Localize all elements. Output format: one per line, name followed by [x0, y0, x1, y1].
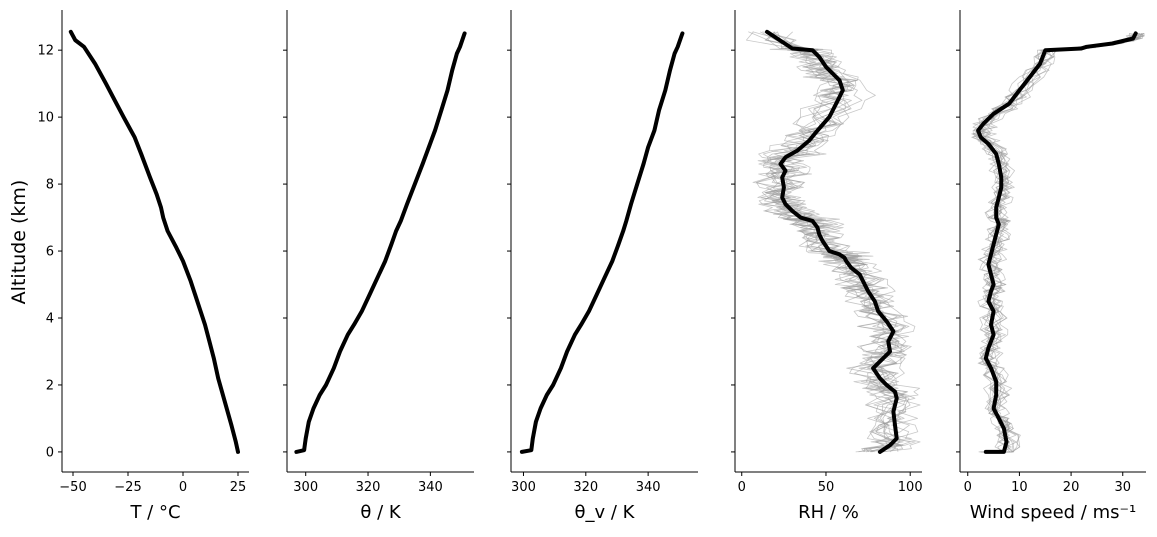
ensemble-member-line — [521, 33, 683, 453]
ensemble-member-line — [70, 31, 240, 453]
mean-profile-line — [68, 29, 240, 454]
ensemble-member-line — [522, 33, 683, 453]
ensemble-member-line — [70, 31, 240, 453]
mean-profile-line — [765, 29, 899, 454]
x-tick-label: 100 — [898, 480, 923, 495]
x-tick-label: 320 — [573, 480, 598, 495]
ensemble-member-line — [764, 31, 912, 453]
x-tick-label: 25 — [230, 480, 247, 495]
ensemble-member-line — [295, 33, 465, 453]
x-tick-label: 0 — [738, 480, 746, 495]
ensemble-member-line — [522, 33, 682, 453]
x-axis-label: θ_v / K — [575, 502, 636, 523]
x-tick-label: 10 — [1011, 480, 1028, 495]
x-tick-label: −50 — [59, 480, 86, 495]
ensemble-member-line — [71, 31, 239, 452]
ensemble-member-line — [70, 31, 238, 453]
y-tick-label: 8 — [46, 178, 54, 193]
ensemble-member-line — [522, 33, 685, 453]
ensemble-member-line — [521, 33, 682, 453]
panel-2: 300 320 340 θ / K — [283, 10, 474, 523]
x-tick-label: 30 — [1114, 480, 1131, 495]
y-tick-label: 2 — [46, 378, 54, 393]
mean-profile-line — [294, 31, 467, 454]
x-tick-label: 340 — [418, 480, 443, 495]
ensemble-member-line — [767, 31, 919, 453]
ensemble-member-line — [294, 33, 464, 453]
ensemble-member-line — [70, 31, 239, 453]
x-tick-label: 0 — [179, 480, 187, 495]
y-tick-label: 4 — [46, 312, 54, 327]
ensemble-member-line — [761, 31, 907, 453]
ensemble-member-line — [521, 33, 685, 453]
ensemble-member-line — [69, 31, 238, 452]
panel-4: 0 50 100 RH / % — [731, 10, 923, 523]
ensemble-member-line — [980, 33, 1145, 453]
ensemble-member-line — [521, 33, 682, 453]
x-axis-label: θ / K — [360, 502, 402, 523]
ensemble-member-line — [976, 33, 1142, 453]
ensemble-member-line — [522, 33, 683, 453]
mean-profile-line — [976, 31, 1138, 454]
ensemble-member-line — [69, 31, 238, 452]
ensemble-member-line — [71, 31, 238, 452]
ensemble-member-line — [71, 31, 239, 452]
x-tick-label: −25 — [114, 480, 141, 495]
x-tick-label: 300 — [293, 480, 318, 495]
x-tick-label: 50 — [818, 480, 835, 495]
mean-profile-line — [519, 31, 685, 454]
panel-5: 0 10 20 30 Wind speed / ms⁻¹ — [956, 10, 1146, 523]
x-axis-label: RH / % — [798, 502, 859, 523]
x-axis-label: T / °C — [129, 502, 180, 523]
x-tick-label: 0 — [964, 480, 972, 495]
ensemble-member-line — [521, 33, 683, 453]
x-tick-label: 300 — [511, 480, 536, 495]
y-tick-label: 6 — [46, 245, 54, 260]
ensemble-member-line — [758, 31, 906, 453]
ensemble-member-line — [775, 31, 921, 453]
x-axis-label: Wind speed / ms⁻¹ — [970, 502, 1136, 523]
x-tick-label: 340 — [636, 480, 661, 495]
ensemble-member-line — [977, 33, 1145, 453]
ensemble-member-line — [522, 33, 684, 453]
ensemble-member-line — [294, 33, 464, 453]
x-tick-label: 320 — [356, 480, 381, 495]
ensemble-member-line — [69, 31, 239, 452]
x-tick-label: 20 — [1063, 480, 1080, 495]
y-axis-label: Altitude (km) — [8, 180, 30, 305]
ensemble-member-line — [523, 33, 683, 453]
y-tick-label: 12 — [37, 44, 54, 59]
y-tick-label: 0 — [46, 445, 54, 460]
ensemble-member-line — [71, 31, 240, 453]
panel-1: 0 2 4 6 8 10 12 −50 −25 0 25 T / °C — [37, 10, 249, 523]
y-tick-label: 10 — [37, 111, 54, 126]
ensemble-member-line — [70, 31, 239, 452]
ensemble-member-line — [521, 33, 683, 453]
